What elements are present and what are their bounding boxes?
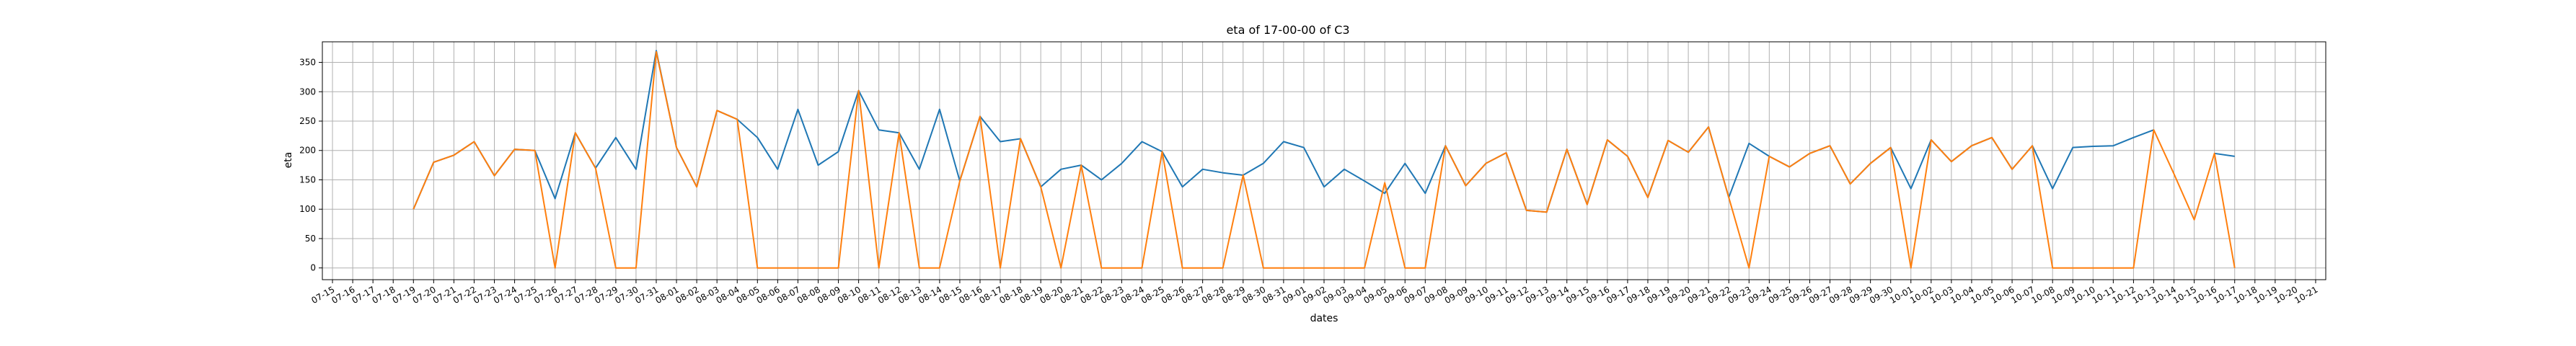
- x-axis-label: dates: [1310, 313, 1338, 324]
- axis-ticks: [319, 62, 2316, 283]
- y-tick-labels: 0 50 100 150 200 250 300 350: [299, 58, 316, 273]
- y-tick-label: 350: [299, 58, 316, 68]
- grid-lines: [322, 42, 2326, 280]
- y-tick-label: 0: [310, 263, 316, 273]
- x-tick-labels: 07-1507-1607-1707-1807-1907-2007-2107-22…: [309, 284, 2319, 306]
- plot-frame: [322, 41, 2326, 280]
- y-tick-label: 300: [299, 86, 316, 97]
- y-tick-label: 150: [299, 174, 316, 185]
- x-tick-label: 10-21: [2293, 284, 2319, 306]
- y-tick-label: 250: [299, 116, 316, 126]
- series-2-line: [413, 50, 2236, 269]
- y-tick-label: 50: [305, 234, 316, 244]
- y-tick-label: 100: [299, 204, 316, 214]
- chart-title: eta of 17-00-00 of C3: [1226, 23, 1349, 37]
- series-lines: [413, 50, 2236, 269]
- y-tick-label: 200: [299, 146, 316, 156]
- y-axis-label: eta: [283, 152, 294, 169]
